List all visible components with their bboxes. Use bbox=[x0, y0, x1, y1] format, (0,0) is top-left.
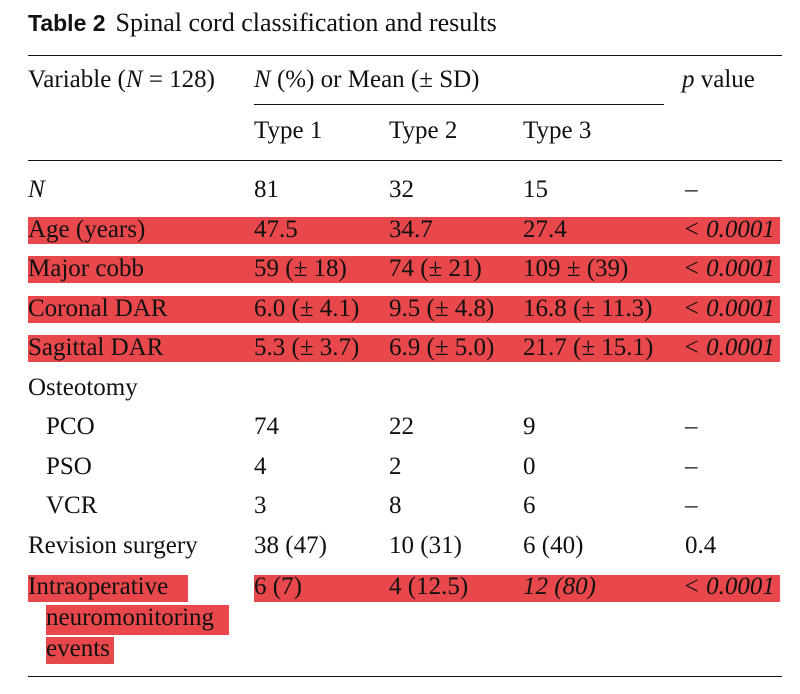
row-type3: 12 (80) bbox=[523, 573, 596, 600]
highlight-intraop-line2 bbox=[46, 605, 229, 635]
row-type1: 59 (± 18) bbox=[254, 255, 347, 282]
row-p-value: < 0.0001 bbox=[683, 216, 775, 243]
row-type1: 81 bbox=[254, 176, 279, 203]
header-group: N (%) or Mean (± SD) bbox=[254, 66, 480, 93]
table-label: Table 2 bbox=[28, 10, 106, 36]
header-rule bbox=[28, 160, 782, 161]
row-label: Major cobb bbox=[28, 255, 144, 282]
row-p-value: – bbox=[685, 492, 698, 519]
row-type2: 8 bbox=[389, 492, 402, 519]
row-type2: 32 bbox=[389, 176, 414, 203]
highlight-intraop-data bbox=[254, 575, 780, 602]
header-variable: Variable (N = 128) bbox=[28, 66, 215, 93]
row-type2: 74 (± 21) bbox=[389, 255, 482, 282]
row-p-value: – bbox=[685, 453, 698, 480]
highlight-major-cobb bbox=[28, 256, 780, 283]
row-p-value: – bbox=[685, 176, 698, 203]
row-label-line2: neuromonitoring bbox=[46, 604, 215, 631]
highlight-intraop-line3 bbox=[46, 637, 114, 664]
group-rule bbox=[254, 104, 664, 105]
top-rule bbox=[28, 55, 782, 56]
row-type1: 38 (47) bbox=[254, 532, 327, 559]
row-label: PSO bbox=[46, 453, 92, 480]
row-type1: 6 (7) bbox=[254, 573, 302, 600]
row-type1: 3 bbox=[254, 492, 267, 519]
row-type1: 74 bbox=[254, 413, 279, 440]
row-label: Coronal DAR bbox=[28, 295, 168, 322]
row-type3: 15 bbox=[523, 176, 548, 203]
header-type2: Type 2 bbox=[389, 117, 458, 144]
row-label: VCR bbox=[46, 492, 98, 519]
row-type2: 2 bbox=[389, 453, 402, 480]
bottom-rule bbox=[28, 676, 782, 677]
row-p-value: 0.4 bbox=[685, 532, 717, 559]
highlight-intraop-line1 bbox=[28, 575, 188, 602]
header-type3: Type 3 bbox=[523, 117, 592, 144]
row-type3: 6 bbox=[523, 492, 536, 519]
row-type1: 4 bbox=[254, 453, 267, 480]
row-p-value: – bbox=[685, 413, 698, 440]
row-type2: 6.9 (± 5.0) bbox=[389, 334, 495, 361]
row-label-line1: Intraoperative bbox=[28, 573, 169, 600]
row-type2: 9.5 (± 4.8) bbox=[389, 295, 495, 322]
row-type3: 21.7 (± 15.1) bbox=[523, 334, 654, 361]
row-type3: 109 ± (39) bbox=[523, 255, 629, 282]
row-type3: 9 bbox=[523, 413, 536, 440]
row-type1: 6.0 (± 4.1) bbox=[254, 295, 360, 322]
highlight-age bbox=[28, 217, 780, 244]
row-label: Sagittal DAR bbox=[28, 334, 164, 361]
row-type2: 4 (12.5) bbox=[389, 573, 469, 600]
row-label: Age (years) bbox=[28, 216, 146, 243]
row-label: Revision surgery bbox=[28, 532, 198, 559]
row-label: N bbox=[28, 176, 45, 203]
row-type1: 47.5 bbox=[254, 216, 298, 243]
row-type3: 27.4 bbox=[523, 216, 567, 243]
header-type1: Type 1 bbox=[254, 117, 323, 144]
row-type3: 6 (40) bbox=[523, 532, 584, 559]
row-type2: 34.7 bbox=[389, 216, 433, 243]
table-caption: Table 2 Spinal cord classification and re… bbox=[28, 8, 497, 38]
section-label-osteotomy: Osteotomy bbox=[28, 374, 138, 401]
row-type2: 10 (31) bbox=[389, 532, 462, 559]
row-type3: 16.8 (± 11.3) bbox=[523, 295, 653, 322]
row-p-value: < 0.0001 bbox=[683, 573, 775, 600]
table-title: Spinal cord classification and results bbox=[115, 8, 497, 37]
row-p-value: < 0.0001 bbox=[683, 334, 775, 361]
row-p-value: < 0.0001 bbox=[683, 255, 775, 282]
row-type1: 5.3 (± 3.7) bbox=[254, 334, 360, 361]
row-type2: 22 bbox=[389, 413, 414, 440]
row-label: PCO bbox=[46, 413, 95, 440]
row-label-line3: events bbox=[46, 635, 110, 662]
header-p-value: p value bbox=[682, 66, 755, 93]
highlight-coronal-dar bbox=[28, 296, 780, 323]
row-type3: 0 bbox=[523, 453, 536, 480]
highlight-sagittal-dar bbox=[28, 335, 780, 362]
row-p-value: < 0.0001 bbox=[683, 295, 775, 322]
